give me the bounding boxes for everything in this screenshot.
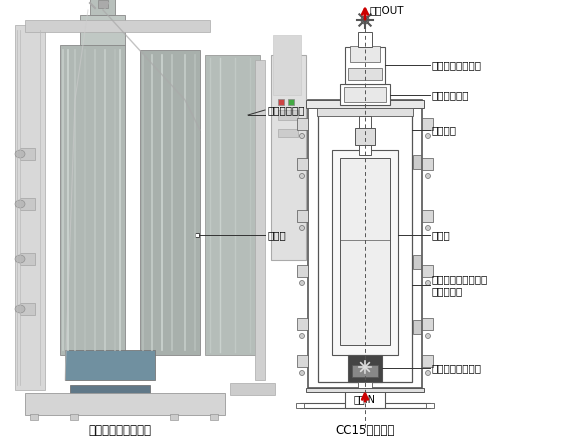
Bar bbox=[140, 50, 200, 355]
Text: ウォータジャケット
（冷却水）: ウォータジャケット （冷却水） bbox=[432, 274, 488, 296]
Bar bbox=[255, 60, 265, 380]
Bar bbox=[288, 99, 294, 105]
Bar bbox=[98, 0, 108, 8]
Bar bbox=[350, 46, 380, 62]
Text: コントローラ: コントローラ bbox=[267, 105, 304, 115]
Ellipse shape bbox=[15, 255, 25, 263]
Bar bbox=[340, 84, 390, 105]
Ellipse shape bbox=[425, 281, 430, 286]
Bar bbox=[422, 265, 433, 277]
Ellipse shape bbox=[299, 334, 304, 338]
Bar bbox=[306, 100, 424, 108]
Bar bbox=[20, 198, 35, 210]
Bar bbox=[358, 382, 372, 390]
Bar bbox=[348, 68, 382, 80]
Bar bbox=[25, 393, 225, 415]
Bar bbox=[278, 110, 298, 120]
Bar bbox=[205, 55, 260, 355]
Bar bbox=[297, 118, 308, 130]
Bar bbox=[422, 318, 433, 330]
Bar bbox=[170, 414, 178, 420]
Bar bbox=[355, 128, 375, 145]
Bar bbox=[271, 55, 306, 260]
Bar bbox=[296, 403, 304, 408]
Bar bbox=[278, 99, 284, 105]
Bar bbox=[60, 45, 125, 355]
Ellipse shape bbox=[425, 370, 430, 375]
Bar bbox=[413, 320, 421, 334]
Ellipse shape bbox=[299, 133, 304, 139]
Text: ロータ: ロータ bbox=[267, 230, 286, 240]
Bar bbox=[70, 385, 150, 395]
Bar bbox=[413, 255, 421, 269]
Text: ロータ: ロータ bbox=[432, 230, 451, 240]
Bar bbox=[80, 15, 125, 45]
Bar bbox=[273, 35, 301, 95]
Bar bbox=[422, 158, 433, 170]
Bar bbox=[300, 403, 430, 408]
Bar bbox=[344, 87, 386, 102]
Bar bbox=[340, 158, 390, 345]
Bar bbox=[90, 0, 115, 15]
Text: ロータ取り付け状態: ロータ取り付け状態 bbox=[88, 423, 152, 436]
Bar bbox=[20, 148, 35, 160]
Bar bbox=[20, 303, 35, 315]
Bar bbox=[317, 108, 413, 116]
Text: CC15形構造図: CC15形構造図 bbox=[335, 423, 394, 436]
Bar bbox=[195, 233, 199, 237]
Text: 試料IN: 試料IN bbox=[354, 394, 376, 404]
Bar bbox=[297, 355, 308, 367]
Text: メカニカルシール: メカニカルシール bbox=[432, 363, 482, 373]
Bar bbox=[20, 253, 35, 265]
Bar bbox=[297, 158, 308, 170]
Circle shape bbox=[361, 16, 369, 24]
Bar bbox=[70, 414, 78, 420]
Bar bbox=[426, 403, 434, 408]
Bar bbox=[25, 20, 210, 32]
Bar bbox=[15, 25, 45, 390]
Ellipse shape bbox=[299, 370, 304, 375]
Bar bbox=[297, 265, 308, 277]
Text: 上清OUT: 上清OUT bbox=[370, 5, 405, 15]
Bar bbox=[332, 150, 398, 355]
Text: メカニカルシール: メカニカルシール bbox=[432, 60, 482, 70]
Bar bbox=[422, 210, 433, 222]
Bar bbox=[306, 388, 424, 392]
Bar bbox=[422, 355, 433, 367]
Ellipse shape bbox=[425, 225, 430, 231]
Bar bbox=[422, 118, 433, 130]
Ellipse shape bbox=[15, 150, 25, 158]
Ellipse shape bbox=[299, 225, 304, 231]
Bar bbox=[348, 355, 382, 382]
Ellipse shape bbox=[425, 173, 430, 179]
Bar bbox=[358, 32, 372, 47]
Ellipse shape bbox=[299, 281, 304, 286]
Bar bbox=[5, 5, 270, 415]
Ellipse shape bbox=[15, 305, 25, 313]
Bar bbox=[30, 414, 38, 420]
Bar bbox=[230, 383, 275, 395]
Bar bbox=[65, 350, 155, 380]
Bar bbox=[359, 116, 371, 155]
Bar bbox=[297, 318, 308, 330]
Bar bbox=[308, 100, 422, 388]
Bar bbox=[318, 108, 412, 382]
Ellipse shape bbox=[299, 173, 304, 179]
Text: シャフト: シャフト bbox=[432, 125, 457, 135]
Bar bbox=[210, 414, 218, 420]
Ellipse shape bbox=[425, 334, 430, 338]
Bar bbox=[297, 210, 308, 222]
Text: 高周波ロータ: 高周波ロータ bbox=[432, 90, 470, 100]
Bar bbox=[413, 155, 421, 169]
Bar bbox=[345, 47, 385, 84]
Bar bbox=[278, 129, 298, 137]
Bar bbox=[345, 390, 385, 408]
Ellipse shape bbox=[425, 133, 430, 139]
Ellipse shape bbox=[15, 200, 25, 208]
Bar bbox=[352, 365, 378, 377]
